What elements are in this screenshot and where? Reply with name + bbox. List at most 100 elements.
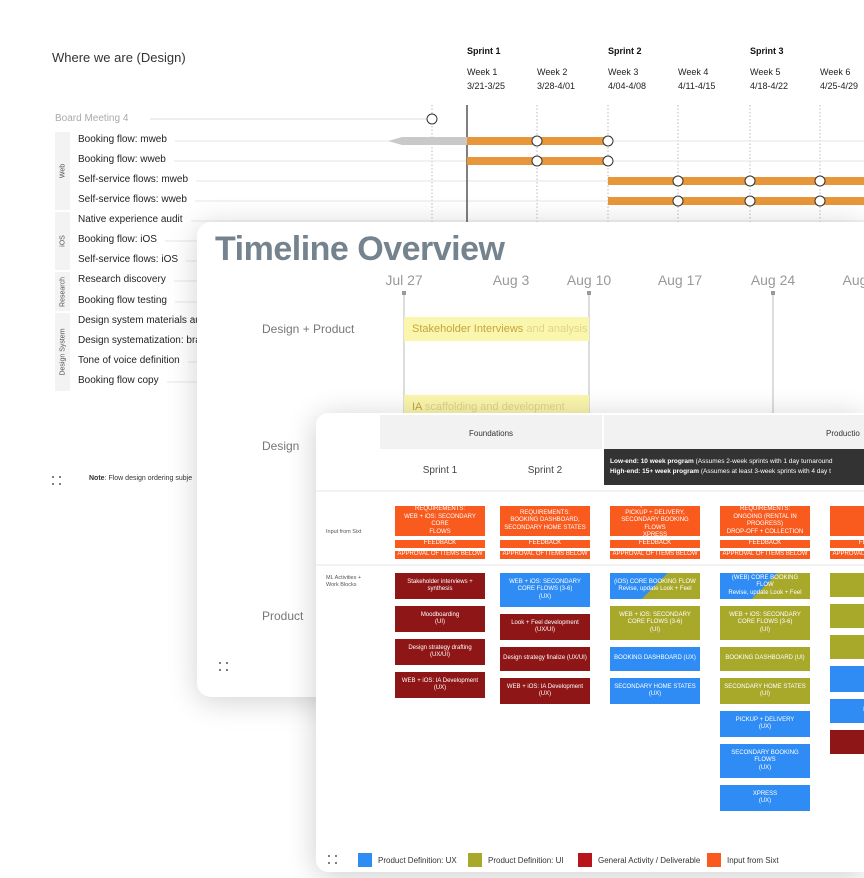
date-label: Aug 10 xyxy=(566,272,612,288)
bar-subtitle: and analysis xyxy=(523,323,588,335)
group-label: Design System xyxy=(59,328,66,376)
drag-handle xyxy=(52,476,62,486)
row-label: Product xyxy=(262,609,304,623)
activity-card: SECONDARY HOME STATES (UX) xyxy=(610,678,700,704)
week-dates: 4/04-4/08 xyxy=(608,81,647,91)
bar-title: Stakeholder Interviews xyxy=(412,323,524,335)
activity-card: (iOS) CORE BOOKING FLOW Revise, update L… xyxy=(610,573,700,599)
date-label: Aug xyxy=(842,272,864,288)
feedback-card: FEEDBACK xyxy=(610,540,700,548)
note-label: Note xyxy=(89,475,105,482)
activity-card: PICK xyxy=(830,573,864,597)
checkpoint xyxy=(814,175,826,187)
approval-card: APPROVAL OF ITEMS BELOW xyxy=(720,551,810,559)
activity-card: WEB + iOS: SECONDARY CORE FLOWS (3-6) (U… xyxy=(500,573,590,607)
legend-swatch xyxy=(468,853,482,867)
plan-panel: Foundations Productio Sprint 1 Sprint 2 Low-… xyxy=(316,413,864,872)
estimate-text: (Assumes 2-week sprints with 1 day turna… xyxy=(693,458,833,465)
feedback-card: FEEDBACK xyxy=(500,540,590,548)
input-card: REQUIREMENTS: BOOKING DASHBOARD, SECONDA… xyxy=(500,506,590,536)
group-label: Web xyxy=(59,163,66,179)
week-dates: 4/25-4/29 xyxy=(820,81,859,91)
activity-card: (WEB) CORE BOOKING FLOW Revise, update L… xyxy=(720,573,810,599)
phase-header-bg xyxy=(604,415,864,449)
week-label: Week 6 xyxy=(820,67,851,77)
week-label: Week 5 xyxy=(750,67,781,77)
drag-handle xyxy=(328,855,338,865)
activity-card: SECONDARY HOME STATES (UI) xyxy=(720,678,810,704)
row-label: Tone of voice definition xyxy=(78,355,188,366)
group-label: Research xyxy=(59,276,66,307)
sprint-label: Sprint 2 xyxy=(527,465,563,476)
row-label: Design system materials au xyxy=(78,315,209,326)
activity-card: BOOKING DASHBOARD (UI) xyxy=(720,647,810,671)
checkpoint xyxy=(672,175,684,187)
activity-card: Style g xyxy=(830,730,864,754)
row-label: Self-service flows: mweb xyxy=(78,174,197,185)
legend-label: General Activity / Deliverable xyxy=(598,856,701,865)
row-label: Input from Sixt xyxy=(326,529,362,535)
bar-subtitle: scaffolding and development xyxy=(421,401,565,413)
row-label: Booking flow: mweb xyxy=(78,134,175,145)
row-label: Design + Product xyxy=(262,322,355,336)
estimate-line: High-end: 15+ week program (Assumes at l… xyxy=(610,467,858,477)
checkpoint xyxy=(744,175,756,187)
approval-card: APPROVAL OF ITEMS BELOW xyxy=(395,551,485,559)
row-label: ML Activities + Work Blocks xyxy=(326,575,362,589)
date-label: Aug 3 xyxy=(492,272,530,288)
estimate-strong: High-end: 15+ week program xyxy=(610,467,700,475)
activity-card: DROP-C xyxy=(830,699,864,723)
group-box xyxy=(55,212,70,270)
week-dates: 4/18-4/22 xyxy=(750,81,789,91)
timeline-title: Timeline Overview xyxy=(215,230,505,268)
checkpoint xyxy=(672,195,684,207)
input-card: REQUIREMENTS: ONGOING (RENTAL IN PROGRES… xyxy=(720,506,810,536)
date-marker xyxy=(771,291,775,295)
checkpoint xyxy=(531,135,543,147)
week-label: Week 1 xyxy=(467,67,498,77)
activity-card: WEB + iOS: IA Development (UX) xyxy=(500,678,590,704)
estimate-line: Low-end: 10 week program (Assumes 2-week… xyxy=(610,457,858,467)
phase-label: Foundations xyxy=(468,429,514,438)
sprint-label: Sprint 2 xyxy=(608,46,642,56)
activity-card: ( xyxy=(830,635,864,659)
activity-card: Design strategy finalize (UX/UI) xyxy=(500,647,590,671)
activity-card: SECONDARY BOOKING FLOWS (UX) xyxy=(720,744,810,778)
date-label: Aug 17 xyxy=(657,272,703,288)
week-dates: 3/28-4/01 xyxy=(537,81,576,91)
week-label: Week 3 xyxy=(608,67,639,77)
estimate-text: (Assumes at least 3-week sprints with 4 … xyxy=(699,467,831,475)
estimate-strong: Low-end: 10 week program xyxy=(610,458,694,465)
legend-label: Product Definition: UI xyxy=(488,856,564,865)
activity-card: ONGO ( xyxy=(830,666,864,692)
phase-label: Productio xyxy=(826,429,860,438)
date-label: Aug 24 xyxy=(750,272,796,288)
activity-card: BOOKING DASHBOARD (UX) xyxy=(610,647,700,671)
delay-arrow xyxy=(388,137,467,145)
legend-swatch xyxy=(358,853,372,867)
row-label: Self-service flows: iOS xyxy=(78,254,187,265)
row-label: Booking flow copy xyxy=(78,375,167,386)
estimate-box: Low-end: 10 week program (Assumes 2-week… xyxy=(604,449,864,485)
group-label: iOS xyxy=(59,235,66,247)
feedback-card: FEEDBACK xyxy=(830,540,864,548)
row-label: Native experience audit xyxy=(78,214,191,225)
input-card: RE CH ACC ER xyxy=(830,506,864,536)
input-card: REQUIREMENTS: WEB + iOS: SECONDARY CORE … xyxy=(395,506,485,536)
sprint-label: Sprint 3 xyxy=(750,46,784,56)
legend-label: Input from Sixt xyxy=(727,856,779,865)
checkpoint xyxy=(814,195,826,207)
row-label: Booking flow: wweb xyxy=(78,154,174,165)
row-label: Design xyxy=(262,439,300,453)
date-marker xyxy=(587,291,591,295)
activity-card: WEB + iOS: SECONDARY CORE FLOWS (3-6) (U… xyxy=(610,606,700,640)
legend-swatch xyxy=(707,853,721,867)
sprint-label: Sprint 1 xyxy=(422,465,458,476)
sprint-label: Sprint 1 xyxy=(467,46,501,56)
row-label: Design systematization: bra xyxy=(78,335,209,346)
legend-label: Product Definition: UX xyxy=(378,856,457,865)
activity-card: WEB + iOS: SECONDARY CORE FLOWS (3-6) (U… xyxy=(720,606,810,640)
week-label: Week 2 xyxy=(537,67,568,77)
note: Note: Flow design ordering subje xyxy=(89,475,192,482)
